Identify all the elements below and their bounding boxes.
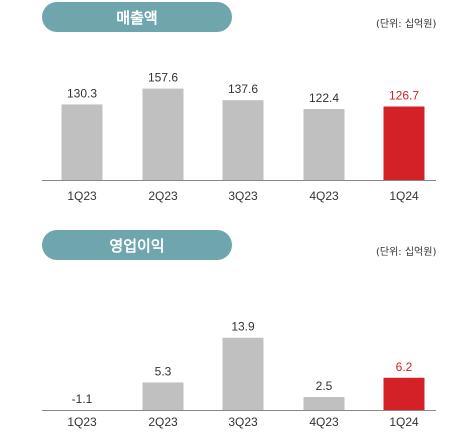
category-tick-label: 2Q23 [148,189,178,203]
value-label: 130.3 [67,86,97,100]
bar-4Q23 [303,397,345,410]
revenue-unit-label: (단위: 십억원) [376,19,437,30]
revenue-title: 매출액 [116,8,158,27]
bar-3Q23 [222,100,264,180]
operating-profit-title: 영업이익 [109,236,165,255]
value-label: -1.1 [72,392,93,406]
value-label: 2.5 [316,379,333,393]
value-label: 13.9 [231,320,255,334]
revenue-bar-chart: 130.3 1Q23 157.6 2Q23 137.6 3Q23 122.4 4Q23 126.… [42,71,436,203]
value-label: 5.3 [155,364,172,378]
category-tick-label: 4Q23 [309,415,339,429]
bar-1Q24 [383,377,425,410]
category-tick-label: 3Q23 [228,189,258,203]
category-tick-label: 4Q23 [309,189,339,203]
bar-4Q23 [303,109,345,180]
operating-profit-unit-label: (단위: 십억원) [376,247,437,258]
value-label: 126.7 [389,89,419,103]
category-tick-label: 2Q23 [148,415,178,429]
category-tick-label: 1Q23 [67,415,97,429]
bar-1Q24 [383,106,425,180]
value-label: 157.6 [148,71,178,85]
value-label: 122.4 [309,91,339,105]
revenue-title-pill: 매출액 [42,2,232,32]
bar-1Q23 [61,104,103,180]
operating-profit-title-pill: 영업이익 [42,230,232,260]
category-tick-label: 1Q23 [67,189,97,203]
value-label: 137.6 [228,82,258,96]
category-tick-label: 3Q23 [228,415,258,429]
bar-2Q23 [142,382,184,410]
category-tick-label: 1Q24 [389,189,419,203]
value-label: 6.2 [396,360,413,374]
bar-3Q23 [222,337,264,410]
category-tick-label: 1Q24 [389,415,419,429]
bar-2Q23 [142,88,184,180]
operating-profit-bar-chart: -1.1 1Q23 5.3 2Q23 13.9 3Q23 2.5 4Q23 6.2 1Q24 [42,320,436,429]
